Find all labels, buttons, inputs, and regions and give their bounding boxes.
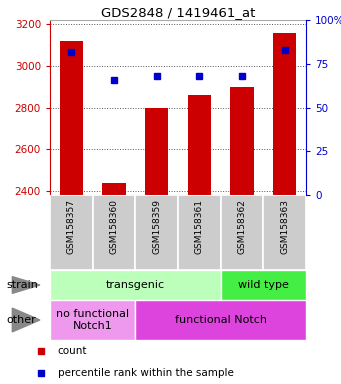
Text: strain: strain [7,280,39,290]
Text: other: other [7,315,36,325]
Bar [135,195,178,270]
Bar [50,195,93,270]
Polygon shape [12,308,40,332]
Text: percentile rank within the sample: percentile rank within the sample [58,368,233,378]
Bar [145,108,168,195]
Text: GSM158359: GSM158359 [152,199,161,254]
Bar [178,195,221,270]
Text: GSM158361: GSM158361 [195,199,204,254]
Bar [135,300,306,340]
Text: GSM158360: GSM158360 [109,199,119,254]
Text: GSM158357: GSM158357 [67,199,76,254]
Bar [263,195,306,270]
Bar [221,195,263,270]
Text: functional Notch: functional Notch [175,315,267,325]
Polygon shape [12,276,40,293]
Bar [221,270,306,300]
Title: GDS2848 / 1419461_at: GDS2848 / 1419461_at [101,6,255,19]
Text: GSM158363: GSM158363 [280,199,289,254]
Bar [273,33,296,195]
Bar [188,95,211,195]
Text: transgenic: transgenic [106,280,165,290]
Bar [102,182,126,195]
Bar [50,300,135,340]
Bar [50,270,221,300]
Bar [60,41,83,195]
Bar [93,195,135,270]
Text: wild type: wild type [238,280,289,290]
Text: GSM158362: GSM158362 [237,199,247,253]
Text: no functional
Notch1: no functional Notch1 [56,309,129,331]
Text: count: count [58,346,87,356]
Bar [230,87,254,195]
